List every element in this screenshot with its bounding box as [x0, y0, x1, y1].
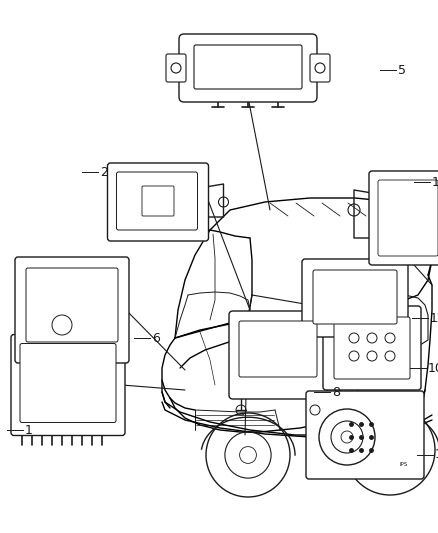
FancyBboxPatch shape — [26, 268, 118, 342]
FancyBboxPatch shape — [15, 257, 129, 363]
Text: 5: 5 — [398, 63, 406, 77]
Text: 8: 8 — [332, 385, 340, 399]
FancyBboxPatch shape — [310, 54, 330, 82]
FancyBboxPatch shape — [107, 163, 208, 241]
Text: 10: 10 — [428, 361, 438, 375]
FancyBboxPatch shape — [11, 335, 125, 435]
FancyBboxPatch shape — [313, 270, 397, 324]
Text: 11: 11 — [435, 448, 438, 462]
Text: 12: 12 — [430, 311, 438, 325]
FancyBboxPatch shape — [369, 171, 438, 265]
FancyBboxPatch shape — [166, 54, 186, 82]
FancyBboxPatch shape — [179, 34, 317, 102]
FancyBboxPatch shape — [117, 172, 198, 230]
Text: 1: 1 — [25, 424, 33, 437]
FancyBboxPatch shape — [239, 321, 317, 377]
FancyBboxPatch shape — [302, 259, 408, 337]
FancyBboxPatch shape — [194, 45, 302, 89]
Text: 2: 2 — [100, 166, 108, 179]
FancyBboxPatch shape — [378, 180, 438, 256]
Text: IPS: IPS — [399, 462, 407, 467]
FancyBboxPatch shape — [334, 317, 410, 379]
FancyBboxPatch shape — [229, 311, 327, 399]
Text: 6: 6 — [152, 332, 160, 344]
FancyBboxPatch shape — [142, 186, 174, 216]
FancyBboxPatch shape — [323, 306, 421, 390]
FancyBboxPatch shape — [306, 391, 424, 479]
FancyBboxPatch shape — [20, 343, 116, 423]
Text: 13: 13 — [432, 175, 438, 189]
